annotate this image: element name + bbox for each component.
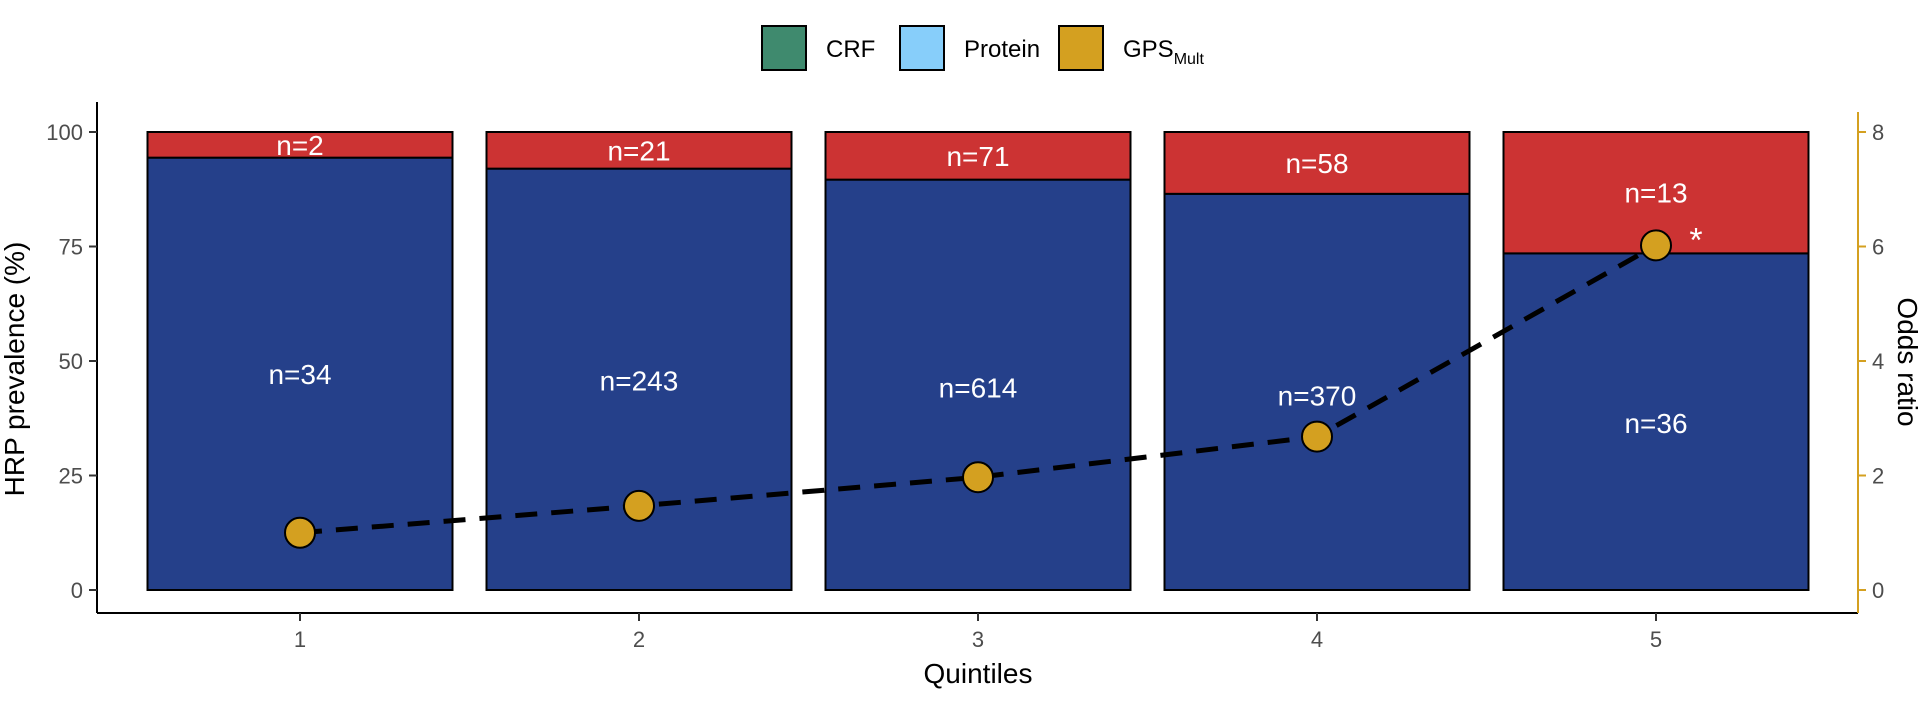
y-tick-label: 75 — [59, 235, 83, 260]
legend-swatch — [899, 25, 945, 71]
odds-ratio-point — [623, 489, 655, 522]
y-right-tick-label: 4 — [1872, 349, 1884, 374]
bar-q4-series2 — [1163, 131, 1471, 195]
odds-ratio-dashed-line — [299, 243, 1658, 536]
bar-count-label: n=34 — [268, 359, 331, 390]
y-tick-label: 0 — [71, 578, 83, 603]
legend-label: Protein — [964, 36, 1040, 63]
bar-count-label: n=58 — [1285, 148, 1348, 179]
odds-ratio-points — [284, 229, 1672, 549]
y-right-tick-label: 2 — [1872, 464, 1884, 489]
bar-q3-series2 — [824, 131, 1132, 181]
y-tick-label: 100 — [46, 120, 83, 145]
bar-q5-series1 — [1502, 252, 1810, 591]
bar-q3-series1 — [824, 178, 1132, 592]
y-tick-label: 25 — [59, 464, 83, 489]
significance-marker: * — [1689, 221, 1702, 259]
odds-ratio-point — [962, 461, 994, 494]
bar-count-label: n=2 — [276, 130, 324, 161]
x-tick-label: 2 — [633, 627, 645, 652]
x-axis-title: Quintiles — [924, 658, 1033, 689]
odds-ratio-point — [1301, 420, 1333, 453]
x-tick-label: 4 — [1311, 627, 1323, 652]
legend-label-subscript: Mult — [1174, 51, 1205, 68]
bar-q4-series1 — [1163, 192, 1471, 592]
y-tick-label: 50 — [59, 349, 83, 374]
bar-count-label: n=13 — [1624, 178, 1687, 209]
bar-count-label: n=370 — [1278, 380, 1357, 411]
y-right-tick-label: 0 — [1872, 578, 1884, 603]
odds-ratio-point — [284, 516, 316, 549]
y-axis-right-title: Odds ratio — [1892, 297, 1920, 426]
odds-ratio-point — [1640, 229, 1672, 262]
legend-swatch — [1058, 25, 1104, 71]
x-tick-label: 3 — [972, 627, 984, 652]
bar-q1-series2 — [146, 131, 454, 159]
bar-labels: n=34 n=2 n=243 n=21 n=614 n=71 n=370 n=58 n=36 n=… — [268, 130, 1702, 439]
bar-count-label: n=614 — [939, 373, 1018, 404]
odds-ratio-line — [299, 243, 1658, 536]
y-right-tick-label: 6 — [1872, 235, 1884, 260]
bars — [146, 131, 1810, 592]
legend-label: CRF — [826, 36, 875, 63]
legend-swatch — [761, 25, 807, 71]
legend-label: GPSMult — [1123, 36, 1204, 68]
bar-count-label: n=21 — [607, 135, 670, 166]
legend: CRF Protein GPSMult — [761, 25, 1204, 71]
y-axis-title: HRP prevalence (%) — [0, 242, 30, 497]
x-tick-label: 5 — [1650, 627, 1662, 652]
bar-count-label: n=36 — [1624, 408, 1687, 439]
bar-count-label: n=71 — [946, 141, 1009, 172]
y-right-tick-label: 8 — [1872, 120, 1884, 145]
x-tick-label: 1 — [294, 627, 306, 652]
bar-count-label: n=243 — [600, 366, 679, 397]
bar-q2-series2 — [485, 131, 793, 170]
